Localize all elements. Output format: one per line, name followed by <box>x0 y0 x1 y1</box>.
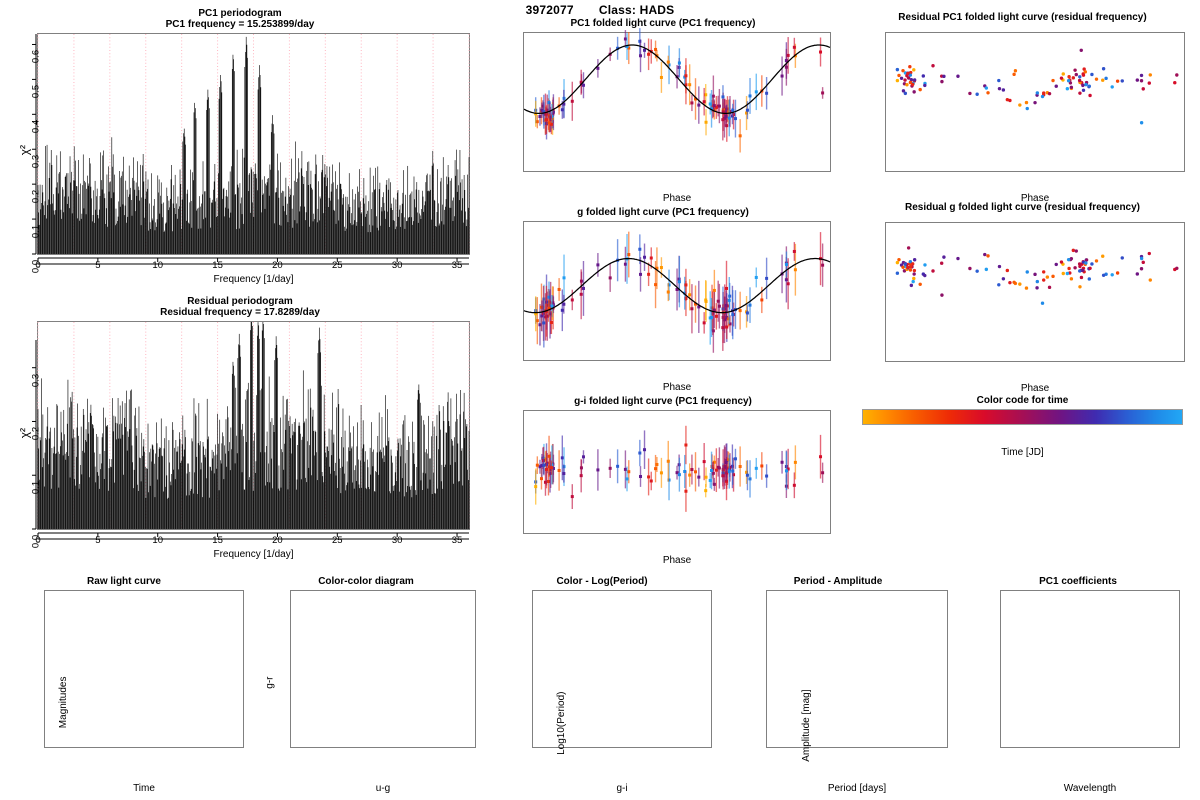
panel-raw-light-curve: Raw light curve Magnitudes Time <box>0 576 248 800</box>
axis-tick-label: 25 <box>332 535 343 546</box>
gi-folded-title: g-i folded light curve (PC1 frequency) <box>574 396 752 407</box>
pc1-folded-title: PC1 folded light curve (PC1 frequency) <box>570 18 756 29</box>
panel-gi-folded: g-i folded light curve (PC1 frequency) P… <box>483 396 843 581</box>
axis-tick-label: 0 <box>35 260 41 271</box>
object-id: 3972077 <box>525 3 574 17</box>
g-folded-title: g folded light curve (PC1 frequency) <box>577 207 749 218</box>
residual-periodogram-ylabel: χ² <box>17 428 32 439</box>
axis-tick-label: 0 <box>35 535 41 546</box>
axis-tick-label: 10 <box>152 535 163 546</box>
axis-tick-label: 0.3 <box>30 155 42 169</box>
panel-residual-periodogram: Residual periodogram Residual frequency … <box>0 296 480 570</box>
axis-tick-label: 35 <box>451 260 463 271</box>
pc1-periodogram-plot-area <box>37 33 470 255</box>
residual-periodogram-plot-area <box>37 321 470 530</box>
color-color-xlabel: u-g <box>375 783 391 794</box>
g-folded-plot-area <box>523 221 831 361</box>
residual-pc1-folded-plot-area <box>885 32 1185 172</box>
color-logperiod-ylabel: Log10(Period) <box>555 691 567 755</box>
period-amplitude-plot-area <box>766 590 948 748</box>
page-title: 3972077 Class: HADS <box>0 3 1200 17</box>
color-logperiod-plot-area <box>532 590 712 748</box>
color-color-plot-area <box>290 590 476 748</box>
raw-light-curve-title: Raw light curve <box>87 576 161 587</box>
pc1-coefficients-title: PC1 coefficients <box>1039 576 1117 587</box>
object-class: Class: HADS <box>598 3 675 17</box>
residual-pc1-folded-title: Residual PC1 folded light curve (residua… <box>898 12 1147 23</box>
axis-tick-label: 30 <box>391 260 403 271</box>
axis-tick-label: 35 <box>451 535 463 546</box>
panel-colorbar: Color code for time Time [JD] <box>845 395 1200 465</box>
color-logperiod-xlabel: g-i <box>616 783 628 794</box>
colorbar-title: Color code for time <box>976 395 1069 406</box>
panel-color-color: Color-color diagram g-r u-g <box>248 576 484 800</box>
raw-light-curve-xlabel: Time <box>133 783 155 794</box>
axis-tick-label: 0.5 <box>30 85 42 99</box>
pc1-coefficients-xlabel: Wavelength <box>1063 783 1117 794</box>
color-color-title: Color-color diagram <box>318 576 414 587</box>
axis-tick-label: 0.1 <box>30 481 42 495</box>
color-logperiod-title: Color - Log(Period) <box>556 576 648 587</box>
period-amplitude-xlabel: Period [days] <box>827 783 887 794</box>
axis-tick-label: 0.3 <box>30 373 42 387</box>
residual-pc1-folded-xlabel: Phase <box>1020 193 1050 204</box>
residual-g-folded-plot-area <box>885 222 1185 362</box>
pc1-periodogram-subtitle: PC1 frequency = 15.253899/day <box>165 19 315 30</box>
gi-folded-plot-area <box>523 410 831 534</box>
axis-tick-label: 0.1 <box>30 224 42 239</box>
pc1-folded-xlabel: Phase <box>662 193 692 204</box>
pc1-periodogram-ylabel: χ² <box>17 145 32 156</box>
pc1-coefficients-plot-area <box>1000 590 1180 748</box>
period-amplitude-ylabel: Amplitude [mag] <box>800 689 812 762</box>
axis-tick-label: 0.0 <box>30 259 42 274</box>
axis-tick-label: 0.2 <box>30 190 42 204</box>
pc1-periodogram-xlabel: Frequency [1/day] <box>213 274 294 285</box>
panel-pc1-folded: PC1 folded light curve (PC1 frequency) P… <box>483 18 843 208</box>
color-color-ylabel: g-r <box>264 676 276 689</box>
gi-folded-xlabel: Phase <box>662 555 692 566</box>
residual-g-folded-xlabel: Phase <box>1020 383 1050 394</box>
panel-residual-pc1-folded: Residual PC1 folded light curve (residua… <box>845 12 1200 208</box>
panel-pc1-periodogram: PC1 periodogram PC1 frequency = 15.25389… <box>0 8 480 293</box>
axis-tick-label: 15 <box>212 260 223 271</box>
pc1-folded-plot-area <box>523 32 831 172</box>
axis-tick-label: 0.6 <box>30 50 42 64</box>
panel-g-folded: g folded light curve (PC1 frequency) Pha… <box>483 207 843 397</box>
residual-g-folded-title: Residual g folded light curve (residual … <box>904 202 1141 213</box>
axis-tick-label: 0.0 <box>30 534 42 549</box>
axis-tick-label: 30 <box>391 535 403 546</box>
residual-periodogram-title: Residual periodogram <box>187 296 293 307</box>
axis-tick-label: 20 <box>272 260 283 271</box>
raw-light-curve-plot-area <box>44 590 244 748</box>
axis-tick-label: 0.4 <box>30 120 42 134</box>
time-colorbar <box>862 409 1183 425</box>
colorbar-xlabel: Time [JD] <box>1001 447 1044 458</box>
panel-pc1-coefficients: PC1 coefficients Wavelength <box>956 576 1200 800</box>
raw-light-curve-ylabel: Magnitudes <box>58 676 70 729</box>
axis-tick-label: 10 <box>152 260 163 271</box>
pc1-periodogram-title: PC1 periodogram <box>198 8 282 19</box>
axis-tick-label: 5 <box>95 260 101 271</box>
residual-periodogram-subtitle: Residual frequency = 17.8289/day <box>160 307 320 318</box>
period-amplitude-title: Period - Amplitude <box>793 576 883 587</box>
axis-tick-label: 15 <box>212 535 223 546</box>
axis-tick-label: 20 <box>272 535 283 546</box>
axis-tick-label: 5 <box>95 535 101 546</box>
residual-periodogram-xlabel: Frequency [1/day] <box>213 549 294 560</box>
axis-tick-label: 25 <box>332 260 343 271</box>
panel-color-logperiod: Color - Log(Period) Log10(Period) g-i <box>484 576 720 800</box>
panel-residual-g-folded: Residual g folded light curve (residual … <box>845 202 1200 398</box>
g-folded-xlabel: Phase <box>662 382 692 393</box>
axis-tick-label: 0.2 <box>30 427 42 441</box>
panel-period-amplitude: Period - Amplitude Amplitude [mag] Perio… <box>720 576 956 800</box>
